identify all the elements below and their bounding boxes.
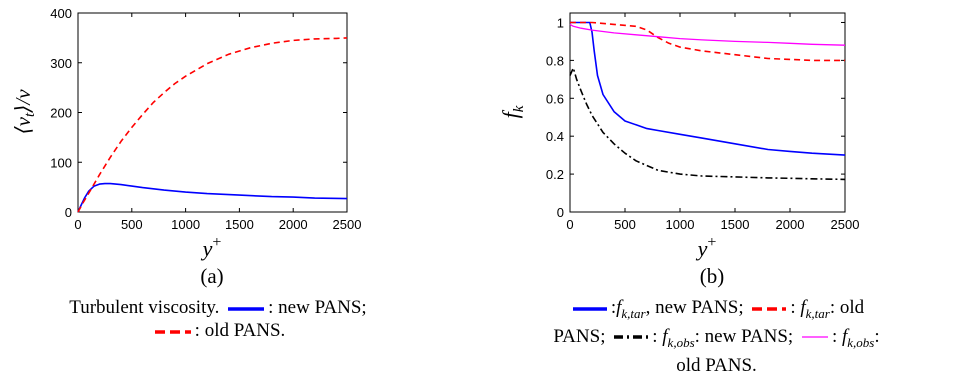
panel-label-a: (a) — [200, 264, 223, 288]
caption-a-line2: : old PANS. — [0, 319, 436, 342]
legend-swatch-red-dashed — [154, 329, 191, 334]
x-tick-label: 2500 — [831, 217, 860, 232]
x-tick-label: 1000 — [171, 217, 200, 232]
series-line-1 — [570, 21, 846, 156]
x-tick-label: 1000 — [666, 217, 695, 232]
y-tick-label: 400 — [50, 6, 72, 21]
plot-area-a — [77, 12, 348, 213]
caption-b-text4: : — [790, 297, 796, 318]
series-line-2 — [77, 37, 348, 213]
caption-b-text3: , new PANS; — [645, 297, 744, 318]
caption-b-line2: PANS; : fk,obs: new PANS; : fk,obs: — [462, 325, 971, 354]
y-tick-label: 0 — [65, 205, 72, 220]
y-tick-label: 0.8 — [546, 53, 564, 68]
legend-swatch-blue-solid-b — [572, 306, 607, 311]
caption-a: Turbulent viscosity. : new PANS; : old P… — [0, 296, 436, 342]
panel-b: 0 500 1000 1500 2000 2500 0 0.2 0.4 0.6 0.8 1 fk y… — [498, 12, 859, 288]
caption-b-text6: : old — [829, 297, 865, 318]
legend-swatch-blue-solid — [228, 306, 265, 311]
y-tick-label: 100 — [50, 155, 72, 170]
x-tick-label: 1500 — [225, 217, 254, 232]
y-tick-label: 0.2 — [546, 167, 564, 182]
legend-swatch-magenta-solid — [801, 336, 828, 339]
series-line-1 — [77, 182, 348, 213]
caption-b-text8: : — [652, 325, 658, 347]
y-tick-label: 300 — [50, 56, 72, 71]
x-tick-label: 500 — [121, 217, 143, 232]
caption-b-sub1: k,tar — [621, 305, 646, 321]
x-ticks-b: 0 500 1000 1500 2000 2500 — [566, 13, 859, 232]
x-tick-label: 2500 — [333, 217, 362, 232]
series-lines-b — [569, 21, 846, 181]
series-line-2 — [570, 21, 845, 62]
y-tick-label: 0 — [557, 205, 564, 220]
y-ticks-a: 0 100 200 300 400 — [50, 6, 347, 220]
caption-b-sub3: k,obs — [667, 334, 695, 350]
x-tick-label: 0 — [566, 217, 573, 232]
caption-b-sub2: k,tar — [805, 305, 830, 321]
x-tick-label: 2000 — [776, 217, 805, 232]
x-axis-label-b: y+ — [696, 234, 717, 261]
panel-a: 0 500 1000 1500 2000 2500 0 100 200 300 400 ⟨νt⟩/… — [11, 6, 361, 288]
caption-b-line3: old PANS. — [462, 354, 971, 377]
y-tick-label: 0.4 — [546, 129, 564, 144]
y-tick-label: 1 — [557, 15, 564, 30]
series-lines-a — [77, 37, 348, 213]
f-symbol: f — [800, 297, 806, 318]
caption-a-text2: : new PANS; — [268, 297, 367, 318]
panel-label-b: (b) — [700, 264, 725, 288]
caption-b-sub4: k,obs — [847, 334, 875, 350]
x-tick-label: 500 — [614, 217, 636, 232]
y-tick-label: 0.6 — [546, 91, 564, 106]
x-tick-label: 2000 — [279, 217, 308, 232]
y-ticks-b: 0 0.2 0.4 0.6 0.8 1 — [546, 15, 845, 220]
caption-b-text7: PANS; — [553, 325, 606, 347]
legend-swatch-black-dashdot — [614, 335, 649, 340]
caption-a-line1: Turbulent viscosity. : new PANS; — [0, 296, 436, 319]
x-tick-label: 1500 — [721, 217, 750, 232]
f-symbol: f — [841, 325, 848, 347]
f-symbol: f — [662, 325, 668, 347]
x-axis-label-a: y+ — [201, 234, 222, 261]
y-axis-label-b: fk — [498, 105, 527, 118]
y-axis-label-a: ⟨νt⟩/ν — [11, 89, 38, 135]
caption-a-text1: Turbulent viscosity. — [69, 297, 220, 318]
caption-b-text1: : — [610, 297, 617, 318]
y-tick-label: 200 — [50, 106, 72, 121]
caption-b-text13: : — [874, 325, 880, 347]
caption-b: :fk,tar, new PANS; : fk,tar: old PANS; :… — [462, 296, 971, 377]
caption-b-text11: : — [831, 325, 838, 347]
x-ticks-a: 0 500 1000 1500 2000 2500 — [74, 13, 361, 232]
legend-swatch-red-dashed-b — [752, 306, 787, 311]
series-line-4 — [569, 23, 846, 46]
caption-b-line1: :fk,tar, new PANS; : fk,tar: old — [462, 296, 971, 325]
caption-b-text14: old PANS. — [676, 354, 757, 376]
caption-b-text10: : new PANS; — [694, 325, 794, 347]
f-symbol: f — [616, 297, 622, 318]
caption-a-text3: : old PANS. — [194, 320, 286, 341]
plot-area-b — [569, 12, 846, 213]
x-tick-label: 0 — [74, 217, 81, 232]
series-line-3 — [569, 67, 846, 181]
